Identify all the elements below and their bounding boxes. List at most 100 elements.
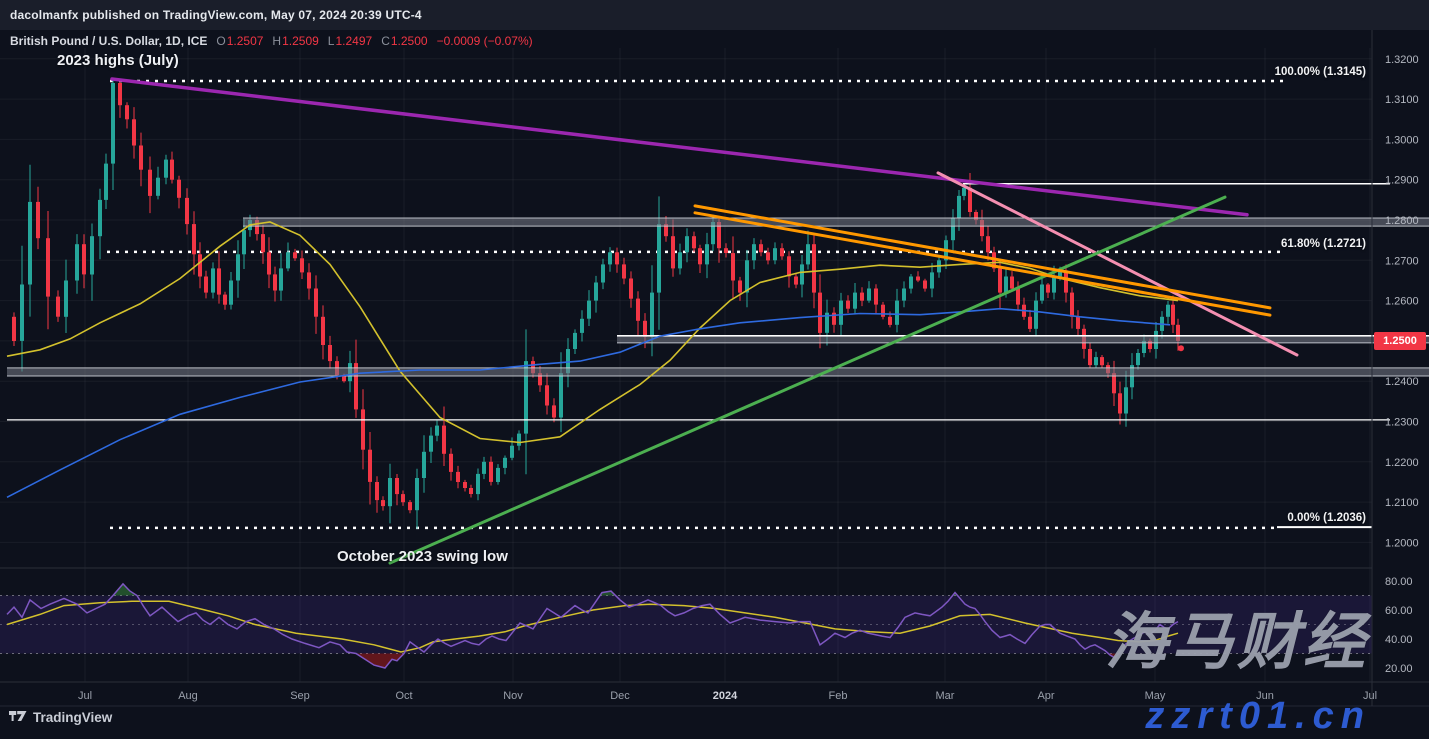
- candle-body: [888, 316, 892, 325]
- candle: [192, 211, 196, 275]
- candle-body: [692, 236, 696, 249]
- candle: [580, 310, 584, 342]
- candle-body: [46, 238, 50, 297]
- candle: [354, 339, 358, 418]
- time-axis-label: Feb: [829, 690, 848, 702]
- candle: [636, 291, 640, 335]
- candle-body: [951, 218, 955, 241]
- candle: [1100, 355, 1104, 368]
- candle: [185, 188, 189, 235]
- candle-body: [724, 248, 728, 253]
- time-axis-label: Mar: [936, 690, 955, 702]
- candle: [236, 240, 240, 298]
- tradingview-footer[interactable]: TradingView: [9, 710, 112, 725]
- candle-body: [800, 264, 804, 285]
- candle-body: [261, 234, 265, 253]
- candle: [156, 166, 160, 200]
- candle-body: [968, 187, 972, 212]
- candle-body: [328, 345, 332, 362]
- candle-body: [711, 222, 715, 245]
- candle-body: [242, 230, 246, 255]
- candle: [368, 432, 372, 505]
- candle-body: [957, 195, 961, 219]
- trendline-purple-downtrend: [110, 77, 1249, 217]
- candle-body: [469, 488, 473, 494]
- candle: [388, 463, 392, 524]
- candle: [573, 329, 577, 354]
- candle-body: [170, 159, 174, 180]
- fib-label-618: 61.80% (1.2721): [1280, 238, 1366, 250]
- candle: [279, 253, 283, 301]
- candle: [28, 164, 32, 317]
- candle: [671, 219, 675, 277]
- candle: [36, 186, 40, 250]
- candle-body: [267, 252, 271, 275]
- candle: [204, 270, 208, 299]
- time-axis-label: Sep: [290, 690, 310, 702]
- candle: [1171, 295, 1175, 333]
- candle: [164, 154, 168, 185]
- candle: [98, 188, 102, 260]
- candle: [738, 276, 742, 301]
- trendline-orange-channel-top: [693, 204, 1272, 310]
- candle: [314, 275, 318, 334]
- rsi-axis-label: 80.00: [1385, 576, 1413, 588]
- symbol-bar[interactable]: British Pound / U.S. Dollar, 1D, ICE O 1.…: [10, 33, 533, 49]
- time-axis-label: Dec: [610, 690, 630, 702]
- candle: [211, 262, 215, 299]
- time-axis-label: Jul: [1363, 690, 1377, 702]
- candle-body: [321, 316, 325, 345]
- candle-body: [236, 254, 240, 281]
- candle-body: [82, 244, 86, 275]
- candle-body: [132, 119, 136, 146]
- candle-body: [517, 433, 521, 446]
- ohlc-low: L 1.2497: [327, 34, 373, 48]
- candle-body: [664, 224, 668, 237]
- price-axis-label: 1.2200: [1385, 457, 1419, 469]
- rsi-ma-line: [6, 600, 1179, 653]
- candle-body: [90, 236, 94, 275]
- candle-body: [217, 268, 221, 295]
- candle-body: [650, 292, 654, 337]
- candle: [780, 243, 784, 260]
- ma-slow-line: [6, 307, 1171, 499]
- candle-body: [545, 385, 549, 406]
- candle-body: [580, 318, 584, 333]
- candle-body: [594, 282, 598, 301]
- candle-body: [636, 298, 640, 321]
- candle: [1046, 283, 1050, 298]
- candle: [552, 398, 556, 423]
- candle-body: [1076, 316, 1080, 329]
- candle: [307, 263, 311, 300]
- candle-body: [1058, 270, 1062, 277]
- candle: [111, 80, 115, 190]
- candle-body: [279, 268, 283, 291]
- candle: [132, 107, 136, 159]
- candle: [489, 456, 493, 486]
- candle: [469, 484, 473, 498]
- candle-body: [839, 300, 843, 325]
- candle-body: [895, 300, 899, 325]
- price-axis-label: 1.2100: [1385, 497, 1419, 509]
- candle-body: [812, 244, 816, 293]
- candle-body: [456, 471, 460, 482]
- candle: [806, 230, 810, 270]
- symbol-title[interactable]: British Pound / U.S. Dollar, 1D, ICE: [10, 34, 208, 48]
- price-zone: [243, 218, 1429, 227]
- candles-layer: [12, 80, 1180, 529]
- time-axis-label: Apr: [1037, 690, 1054, 702]
- time-axis-label: May: [1145, 690, 1166, 702]
- candle-body: [874, 288, 878, 305]
- candle: [242, 218, 246, 269]
- candle: [745, 249, 749, 308]
- separators-layer: [0, 30, 1429, 707]
- candle-body: [1171, 304, 1175, 325]
- time-axis-label: Aug: [178, 690, 198, 702]
- candle: [800, 255, 804, 298]
- candle: [545, 373, 549, 415]
- candle-body: [1118, 393, 1122, 414]
- candle: [853, 283, 857, 315]
- candle-body: [381, 500, 385, 507]
- candle-body: [698, 248, 702, 265]
